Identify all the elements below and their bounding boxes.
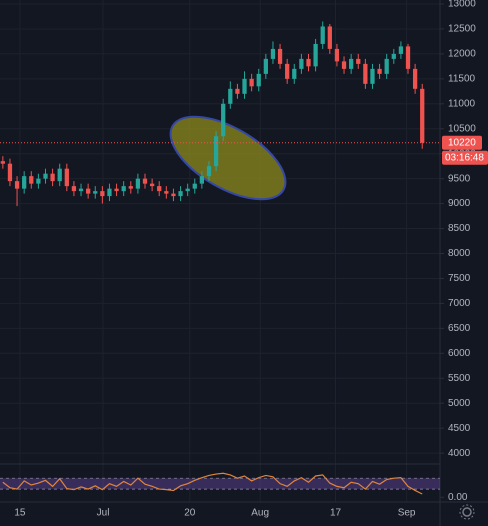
candle-body (256, 73, 261, 87)
candle-body (64, 168, 69, 187)
rsi-y-tick-label: 0.00 (448, 492, 468, 503)
y-tick-label: 10500 (448, 123, 476, 134)
candle-body (114, 188, 119, 192)
y-tick-label: 11500 (448, 73, 476, 84)
y-tick-label: 6000 (448, 348, 471, 359)
candle-body (199, 176, 205, 184)
candle-body (334, 48, 340, 62)
grid (0, 0, 440, 502)
candle-body (93, 191, 98, 194)
candle-body (398, 46, 404, 54)
candle-body (299, 58, 304, 69)
settings-icon[interactable] (459, 504, 475, 520)
y-tick-label: 7500 (448, 273, 471, 284)
candle-body (171, 193, 176, 197)
candle-body (149, 183, 155, 187)
y-tick-label: 11000 (448, 98, 476, 109)
candle-body (29, 176, 34, 184)
candle-body (221, 103, 226, 137)
candle-body (14, 181, 20, 189)
candle-body (356, 58, 361, 64)
candle-body (391, 53, 396, 59)
candle-body (313, 43, 318, 67)
candle-body (420, 88, 425, 143)
rsi-band (0, 478, 440, 490)
candle-body (22, 176, 27, 189)
candle-body (135, 178, 141, 189)
y-tick-label: 7000 (448, 298, 471, 309)
y-tick-label: 4500 (448, 423, 471, 434)
candle-body (349, 58, 354, 69)
candle-body (178, 191, 183, 197)
ellipse-drawing[interactable] (158, 100, 299, 216)
candle-body (192, 183, 197, 189)
countdown-box (442, 150, 488, 165)
candle-body (128, 186, 133, 189)
countdown-label: 03:16:48 (445, 152, 484, 163)
axes: 4000 4500 5000 5500 6000 6500 7000 7500 8000 8500… (14, 0, 476, 519)
candle-body (78, 188, 84, 192)
rsi-line (2, 472, 423, 495)
candle-body (292, 68, 297, 79)
candle-body (235, 88, 240, 94)
candle-body (377, 68, 382, 74)
candle-body (285, 63, 290, 79)
last-price-box (442, 135, 482, 150)
candle-body (71, 186, 77, 192)
x-tick-label: Jul (97, 508, 110, 519)
last-price-label: 10220 (448, 137, 476, 148)
y-tick-label: 9500 (448, 173, 471, 184)
candle-body (57, 168, 62, 182)
candle-body (142, 178, 148, 184)
y-tick-label: 12000 (448, 49, 476, 60)
candle-body (405, 46, 411, 69)
candle-body (228, 88, 233, 104)
x-tick-label: 15 (14, 508, 26, 519)
x-tick-label: Aug (251, 508, 269, 519)
candle-body (43, 173, 48, 179)
candle-body (50, 173, 55, 182)
candle-body (384, 58, 389, 74)
candle-body (341, 61, 347, 69)
candle-body (270, 48, 276, 59)
candle-body (306, 58, 311, 67)
candle-body (100, 191, 105, 197)
y-tick-label: 8000 (448, 248, 471, 259)
x-tick-label: Sep (398, 508, 416, 519)
candle-body (86, 188, 91, 194)
x-tick-label: 17 (330, 508, 342, 519)
candle-body (206, 166, 212, 177)
rsi-pane (0, 472, 440, 495)
y-tick-label: 5000 (448, 398, 471, 409)
candle-body (185, 188, 190, 192)
y-tick-label: 8500 (448, 223, 471, 234)
y-tick-label: 6500 (448, 323, 471, 334)
candle-body (370, 68, 375, 84)
candle-body (327, 26, 332, 49)
y-tick-label: 13000 (448, 0, 476, 10)
candle-body (121, 186, 126, 192)
candle-body (363, 63, 368, 84)
candle-body (412, 68, 418, 89)
candle-body (157, 186, 162, 192)
candle-body (7, 163, 13, 182)
candle-body (36, 178, 41, 184)
candle-body (277, 48, 283, 64)
candle-body (242, 78, 247, 94)
candle-body (263, 58, 268, 74)
candle-body (320, 26, 325, 44)
x-tick-label: 20 (184, 508, 196, 519)
candle-body (213, 136, 219, 167)
candle-body (249, 78, 254, 87)
candle-body (164, 191, 169, 194)
y-tick-label: 5500 (448, 373, 471, 384)
candle-body (107, 188, 112, 197)
y-tick-label: 9000 (448, 198, 471, 209)
candles (0, 21, 440, 207)
y-tick-label: 12500 (448, 24, 476, 35)
y-tick-label: 4000 (448, 448, 471, 459)
candle-body (0, 161, 5, 164)
